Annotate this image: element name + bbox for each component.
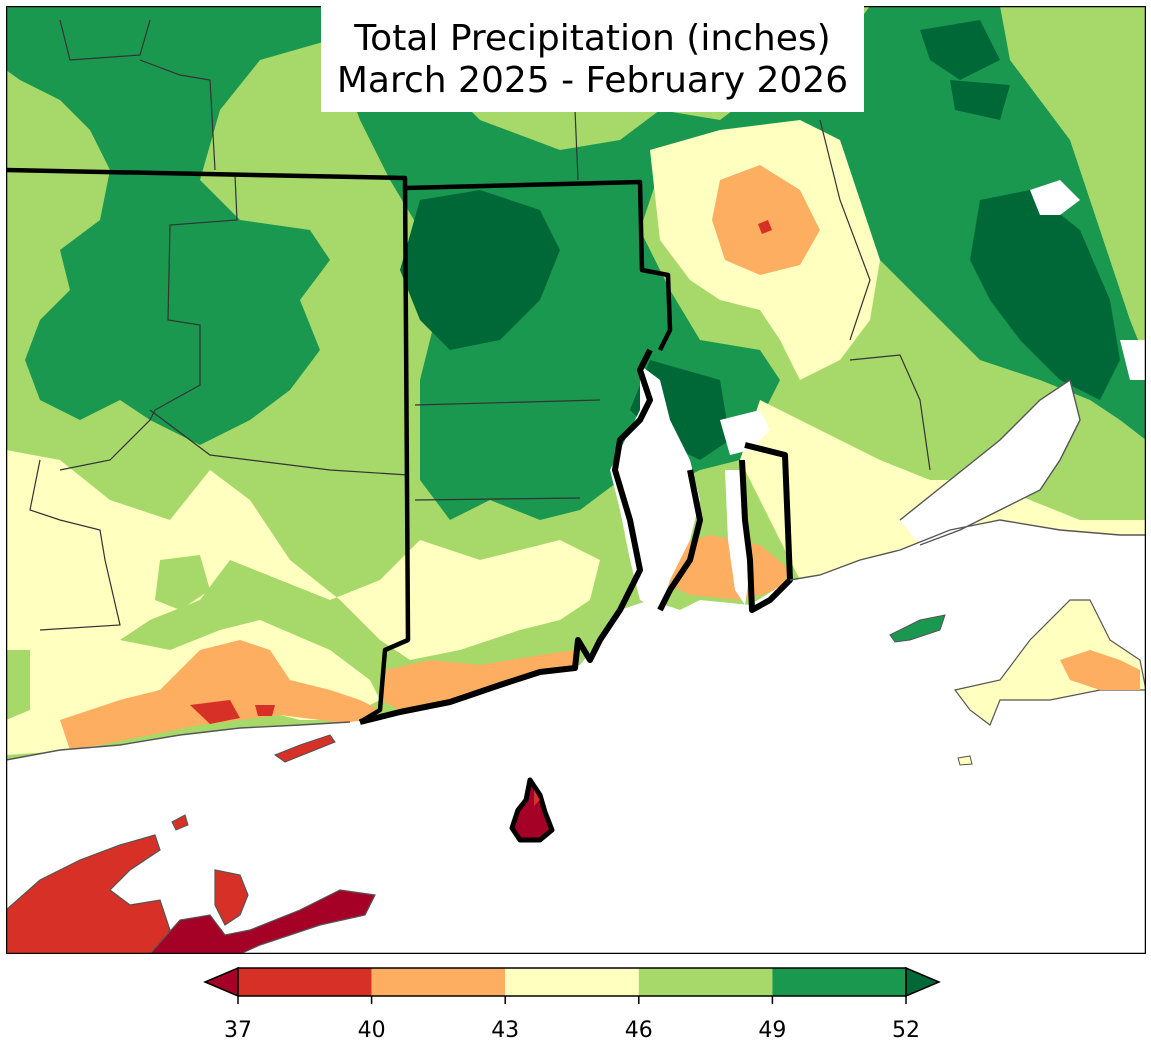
ocean-water bbox=[6, 520, 1146, 954]
title-line-1: Total Precipitation (inches) bbox=[354, 18, 831, 59]
block-island-interior bbox=[534, 790, 540, 806]
marthas-vineyard-orange bbox=[1060, 650, 1140, 690]
precip-zone-40-43-coast bbox=[60, 640, 380, 750]
noman-island bbox=[957, 755, 973, 766]
fishers-island bbox=[273, 734, 336, 763]
colorbar-tick-label-5: 52 bbox=[892, 1018, 920, 1043]
colorbar-under-arrow bbox=[203, 966, 239, 998]
precip-zone-over-52-ri bbox=[400, 190, 560, 350]
rhode-island-coast bbox=[359, 348, 793, 725]
colorbar-over-arrow bbox=[905, 966, 941, 998]
colorbar-bin-4 bbox=[772, 968, 906, 996]
elizabeth-islands bbox=[889, 614, 946, 643]
precip-zone-37-40-coast bbox=[190, 700, 275, 724]
colorbar-tick-label-2: 43 bbox=[491, 1018, 519, 1043]
state-boundaries bbox=[6, 167, 673, 724]
precip-zone-37-40-ne bbox=[758, 220, 772, 234]
colorbar-tick-label-1: 40 bbox=[358, 1018, 386, 1043]
precip-zone-40-43-ne bbox=[712, 165, 820, 275]
precip-zone-40-43-ri-coast bbox=[380, 650, 580, 710]
block-island bbox=[509, 777, 555, 843]
buzzards-bay-water bbox=[900, 380, 1080, 545]
map-title: Total Precipitation (inches) March 2025 … bbox=[321, 6, 864, 112]
colorbar-outline bbox=[237, 967, 907, 997]
marthas-vineyard bbox=[953, 599, 1146, 726]
colorbar-bin-2 bbox=[505, 968, 639, 996]
colorbar-tick-label-0: 37 bbox=[224, 1018, 252, 1043]
precip-zone-over-52-east bbox=[970, 190, 1120, 400]
colorbar-tick-label-4: 49 bbox=[758, 1018, 786, 1043]
colorbar-bin-0 bbox=[238, 968, 372, 996]
long-island-south-fork bbox=[149, 889, 376, 954]
colorbar-bin-3 bbox=[638, 968, 773, 996]
precip-zone-46-49-ct bbox=[6, 555, 210, 720]
mount-hope-bay-water bbox=[720, 410, 770, 455]
precip-zone-49-52-north bbox=[330, 6, 1146, 520]
precip-zone-49-52-west bbox=[6, 6, 330, 445]
colorbar-bin-1 bbox=[371, 968, 506, 996]
precipitation-map bbox=[6, 6, 1146, 954]
colorbar: 37 40 43 46 49 52 bbox=[203, 966, 941, 1043]
boston-harbor-water bbox=[1030, 180, 1146, 380]
coastline bbox=[6, 378, 1146, 761]
precip-zone-46-49-west bbox=[6, 130, 60, 230]
title-line-2: March 2025 - February 2026 bbox=[336, 60, 849, 101]
precip-zone-over-52-ne bbox=[920, 20, 1010, 120]
long-island-fork bbox=[214, 869, 249, 926]
precip-zone-43-46-south bbox=[6, 450, 600, 660]
plum-island bbox=[171, 814, 189, 831]
colorbar-tick-label-3: 46 bbox=[625, 1018, 653, 1043]
